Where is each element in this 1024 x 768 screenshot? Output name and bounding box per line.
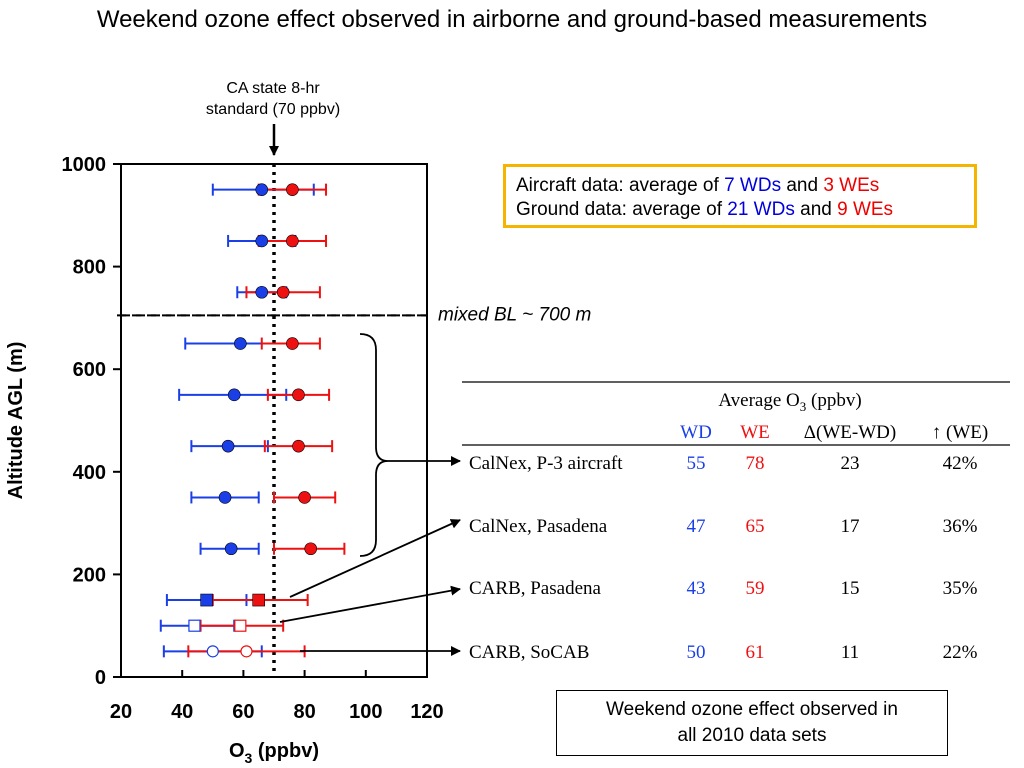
table-cell-delta: 23 [841,453,860,474]
x-tick-label: 80 [293,701,315,723]
axis-layer: 20 40 60 80 100 120 0 200 400 600 800 1000 O3 (ppbv)… [5,154,444,766]
group-header-sub: 3 [800,399,807,414]
table-column-header: WE [740,422,770,443]
aircraft-brace [359,333,389,557]
standard-note: CA state 8-hr standard (70 ppbv) [180,78,366,120]
y-tick-label: 0 [95,667,106,689]
wd-point [227,388,241,402]
standard-layer [117,164,430,677]
wd-point [218,491,232,504]
aircraft-and: and [781,175,824,196]
wd-point [234,337,247,350]
conclusion-box: Weekend ozone effect observed in all 201… [556,690,948,756]
ground-we-point [240,645,253,658]
x-axis-label: O3 (ppbv) [229,740,319,766]
ground-we-count: 9 WEs [837,199,894,220]
mixed-bl-label: mixed BL ~ 700 m [438,304,591,325]
ground-wd-point [200,593,213,607]
ground-we-point [252,593,265,607]
x-tick-label: 20 [110,701,132,723]
table-cell-wd: 50 [687,642,706,663]
conclusion-line1: Weekend ozone effect observed in [606,699,898,720]
table-cell-pct: 36% [943,516,978,537]
connector-arrow [289,519,461,598]
summary-table: Average O3 (ppbv) WD WE Δ(WE-WD) ↑ (WE) CalNe… [462,381,1010,663]
table-row-label: CARB, Pasadena [469,578,602,599]
table-column-header: Δ(WE-WD) [804,422,896,443]
we-point [286,337,299,350]
errorbar-layer [159,183,346,658]
table-cell-wd: 55 [687,453,706,474]
table-cell-we: 78 [746,453,765,474]
table-cell-delta: 15 [841,578,860,599]
table-cell-we: 65 [746,516,765,537]
aircraft-we-count: 3 WEs [823,175,880,196]
x-axis-label-unit: (ppbv) [252,740,319,762]
y-tick-label: 600 [73,359,106,381]
aircraft-prefix: Aircraft data: average of [516,175,725,196]
table-group-header: Average O3 (ppbv) [718,390,861,414]
group-header-main: Average O [718,390,799,411]
x-axis-label-main: O [229,740,245,762]
we-point [286,234,299,248]
table-cell-pct: 35% [943,578,978,599]
standard-note-line2: standard (70 ppbv) [205,101,341,118]
y-tick-label: 1000 [62,154,107,176]
table-cell-wd: 43 [687,578,706,599]
table-cell-delta: 17 [841,516,860,537]
wd-point [221,439,235,453]
conclusion-line2: all 2010 data sets [677,725,827,746]
x-tick-label: 40 [171,701,193,723]
y-tick-label: 400 [73,462,106,484]
table-cell-pct: 22% [943,642,978,663]
table-cell-we: 61 [746,642,765,663]
x-tick-label: 60 [232,701,254,723]
annotation-layer: mixed BL ~ 700 m [269,124,591,656]
we-point [298,491,311,504]
wd-point [255,234,269,248]
x-tick-label: 120 [410,701,443,723]
we-point [292,439,305,453]
ground-wd-point [206,645,219,658]
group-header-unit: (ppbv) [806,390,861,411]
connector-arrow [279,585,461,623]
table-cell-wd: 47 [687,516,706,537]
standard-note-line1: CA state 8-hr [226,80,320,97]
table-cell-we: 59 [746,578,765,599]
data-averaging-box: Aircraft data: average of 7 WDs and 3 WE… [503,164,977,228]
we-point [292,388,305,402]
we-point [276,285,290,299]
marker-layer [188,183,318,658]
we-point [304,542,318,556]
ground-wd-count: 21 WDs [727,199,795,220]
table-row-label: CalNex, P-3 aircraft [469,453,623,474]
aircraft-data-line: Aircraft data: average of 7 WDs and 3 WE… [516,174,974,198]
x-tick-label: 100 [349,701,382,723]
wd-point [255,183,269,196]
ground-and: and [794,199,838,220]
y-tick-label: 800 [73,257,106,279]
wd-point [255,285,269,299]
table-cell-delta: 11 [841,642,859,663]
aircraft-wd-count: 7 WDs [724,175,782,196]
table-cell-pct: 42% [943,453,978,474]
page-title: Weekend ozone effect observed in airborn… [96,6,928,33]
plot-frame [120,163,428,678]
y-tick-label: 200 [73,564,106,586]
wd-point [224,542,238,556]
ground-prefix: Ground data: average of [516,199,728,220]
ground-data-line: Ground data: average of 21 WDs and 9 WEs [516,198,974,222]
ground-we-point [234,619,247,632]
ground-wd-point [188,619,201,632]
table-row-label: CARB, SoCAB [469,642,589,663]
we-point [286,183,299,196]
x-axis-label-sub: 3 [245,750,253,766]
y-axis-label: Altitude AGL (m) [5,342,27,500]
table-column-header: ↑ (WE) [932,422,988,443]
table-column-header: WD [680,422,712,443]
table-row-label: CalNex, Pasadena [469,516,608,537]
